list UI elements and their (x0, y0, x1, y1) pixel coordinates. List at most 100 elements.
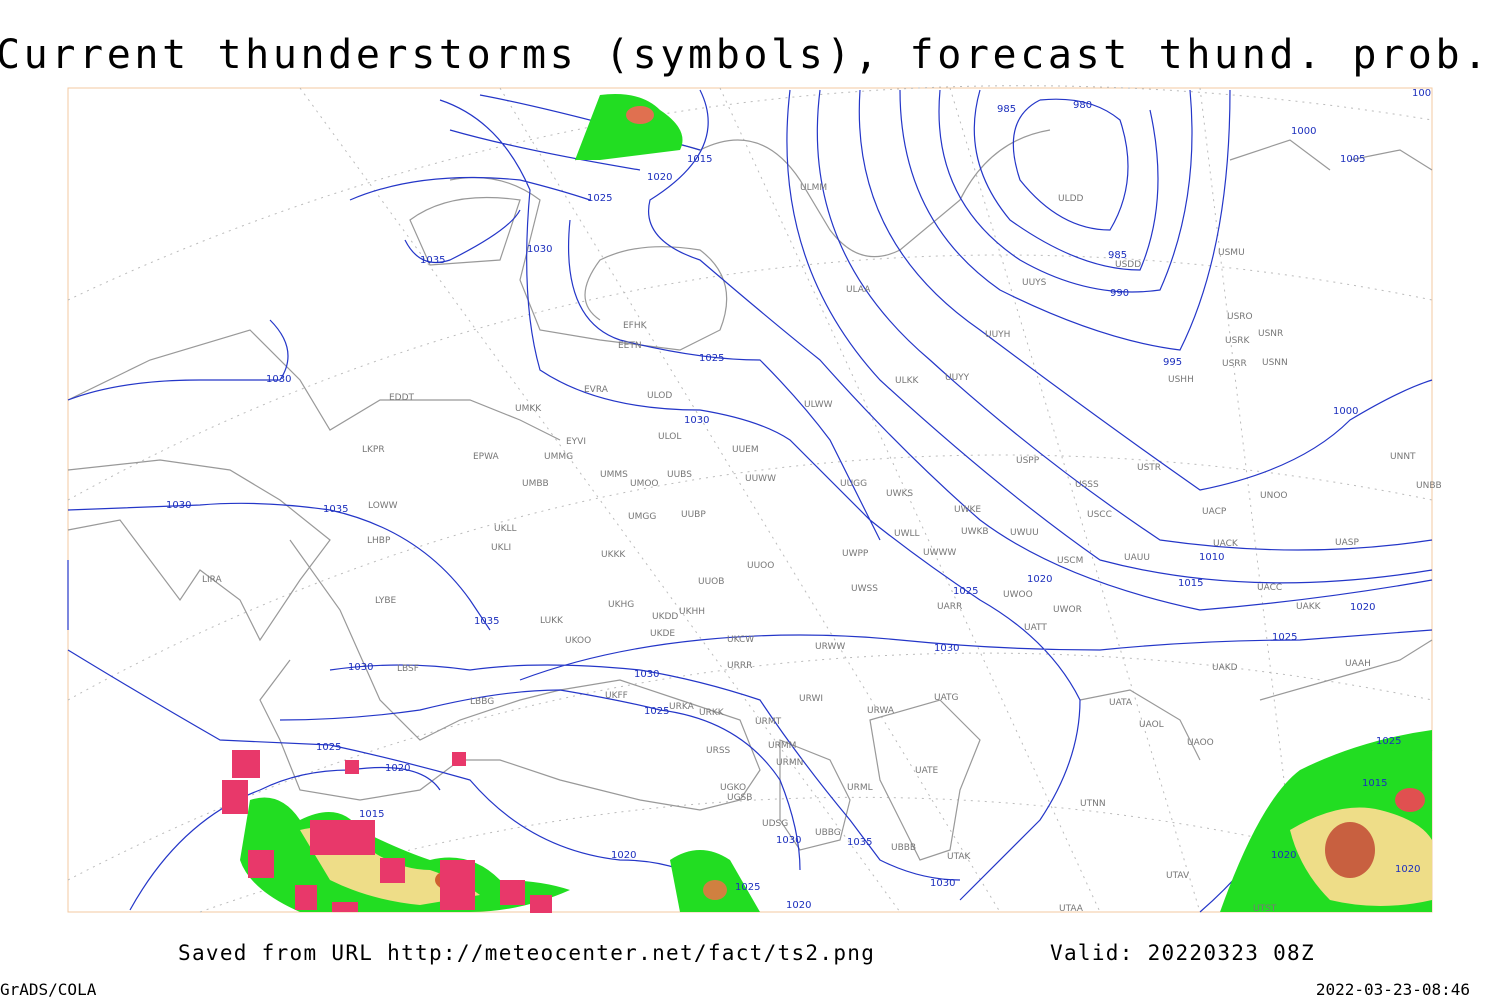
station-label: UAOL (1139, 720, 1164, 730)
isobar-label: 1035 (847, 837, 872, 848)
isobar-label: 1025 (644, 706, 669, 717)
station-label: USCM (1057, 556, 1083, 566)
station-label: UUOO (747, 561, 774, 571)
station-label: UMMS (600, 470, 628, 480)
station-label: UKFF (605, 691, 628, 701)
isobar-label: 1020 (385, 763, 410, 774)
station-label: UUEM (732, 445, 759, 455)
station-label: UKLI (491, 543, 511, 553)
isobar-label: 1030 (934, 643, 959, 654)
isobar-label: 1015 (1178, 578, 1203, 589)
isobar-label: 1015 (359, 809, 384, 820)
station-label: URMM (768, 741, 796, 751)
station-label: EFHK (623, 321, 648, 331)
isobar-label: 100 (1412, 88, 1431, 99)
station-label: USMU (1218, 248, 1245, 258)
isobar-label: 1000 (1333, 406, 1358, 417)
station-label: UWKB (961, 527, 989, 537)
isobar-label: 1005 (1340, 154, 1365, 165)
map-labels: ULMM ULDD USDD USMU ULAA UUYS USRO USRK USNR UUYH… (166, 88, 1442, 914)
station-label: USTR (1137, 463, 1161, 473)
station-label: URWI (799, 694, 823, 704)
timestamp: 2022-03-23-08:46 (1316, 980, 1470, 999)
station-label: UUYS (1022, 278, 1047, 288)
station-label: UWLL (894, 529, 920, 539)
isobar-label: 980 (1073, 100, 1092, 111)
isobar-label: 1020 (1350, 602, 1375, 613)
station-label: LHBP (367, 536, 391, 546)
isobar-label: 995 (1163, 357, 1182, 368)
isobar-label: 1030 (527, 244, 552, 255)
station-label: UTNN (1080, 799, 1106, 809)
station-label: UTAV (1166, 871, 1190, 881)
software: GrADS/COLA (0, 980, 97, 999)
station-label: UDSG (762, 819, 788, 829)
station-label: UKHG (608, 600, 634, 610)
station-label: UKHH (679, 607, 705, 617)
station-label: UATT (1024, 623, 1047, 633)
station-label: UKOO (565, 636, 591, 646)
isobar-label: 1020 (611, 850, 636, 861)
station-label: ULKK (895, 376, 920, 386)
station-label: LIRA (202, 575, 223, 585)
station-label: UUYY (945, 373, 970, 383)
station-label: UTAA (1059, 904, 1084, 914)
station-label: UKDE (650, 629, 675, 639)
isobar-label: 1025 (735, 882, 760, 893)
station-label: UKKK (601, 550, 626, 560)
station-label: UWOR (1053, 605, 1082, 615)
station-label: UNNT (1390, 452, 1416, 462)
isobar-label: 1030 (266, 374, 291, 385)
station-label: ULWW (804, 400, 833, 410)
station-label: UAAH (1345, 659, 1371, 669)
station-label: USRR (1222, 359, 1247, 369)
isobar-label: 1025 (699, 353, 724, 364)
station-label: URKA (669, 702, 695, 712)
station-label: USNN (1262, 358, 1288, 368)
station-label: UAUU (1124, 553, 1150, 563)
station-label: USRO (1227, 312, 1253, 322)
station-label: USNR (1258, 329, 1283, 339)
station-label: URRR (727, 661, 752, 671)
source-url: Saved from URL http://meteocenter.net/fa… (178, 941, 875, 965)
station-label: URKK (699, 708, 725, 718)
station-label: UACC (1257, 583, 1282, 593)
station-label: ULAA (846, 285, 871, 295)
station-label: UBBB (891, 843, 916, 853)
isobar-label: 1020 (1395, 864, 1420, 875)
isobar-label: 1025 (953, 586, 978, 597)
station-label: UWUU (1010, 528, 1039, 538)
station-label: UKLL (494, 524, 517, 534)
station-label: UMKK (515, 404, 542, 414)
station-label: UMMG (544, 452, 573, 462)
isobar-label: 1030 (930, 878, 955, 889)
station-label: USPP (1016, 456, 1040, 466)
station-label: UACK (1213, 539, 1239, 549)
station-label: UACP (1202, 507, 1227, 517)
station-label: UGSB (727, 793, 752, 803)
station-label: UWSS (851, 584, 878, 594)
station-label: UARR (937, 602, 962, 612)
station-label: EPWA (473, 452, 500, 462)
station-label: UGKO (720, 783, 746, 793)
station-label: ULDD (1058, 194, 1084, 204)
isobar-label: 1025 (1376, 736, 1401, 747)
isobar-label: 1015 (1362, 778, 1387, 789)
station-label: EVRA (584, 385, 609, 395)
station-label: UMOO (630, 479, 659, 489)
station-label: URSS (706, 746, 731, 756)
station-label: UUWW (745, 474, 776, 484)
station-label: UUBS (667, 470, 692, 480)
station-label: UWOO (1003, 590, 1033, 600)
isobar-label: 1020 (786, 900, 811, 911)
isobar-label: 1030 (634, 669, 659, 680)
station-label: UMGG (628, 512, 656, 522)
station-label: UUGG (840, 479, 867, 489)
station-label: URWW (815, 642, 845, 652)
station-label: EETN (618, 341, 642, 351)
thunderstorm-probability (240, 94, 1432, 912)
station-label: UWWW (923, 548, 956, 558)
station-label: EYVI (566, 437, 586, 447)
isobar-label: 985 (997, 104, 1016, 115)
